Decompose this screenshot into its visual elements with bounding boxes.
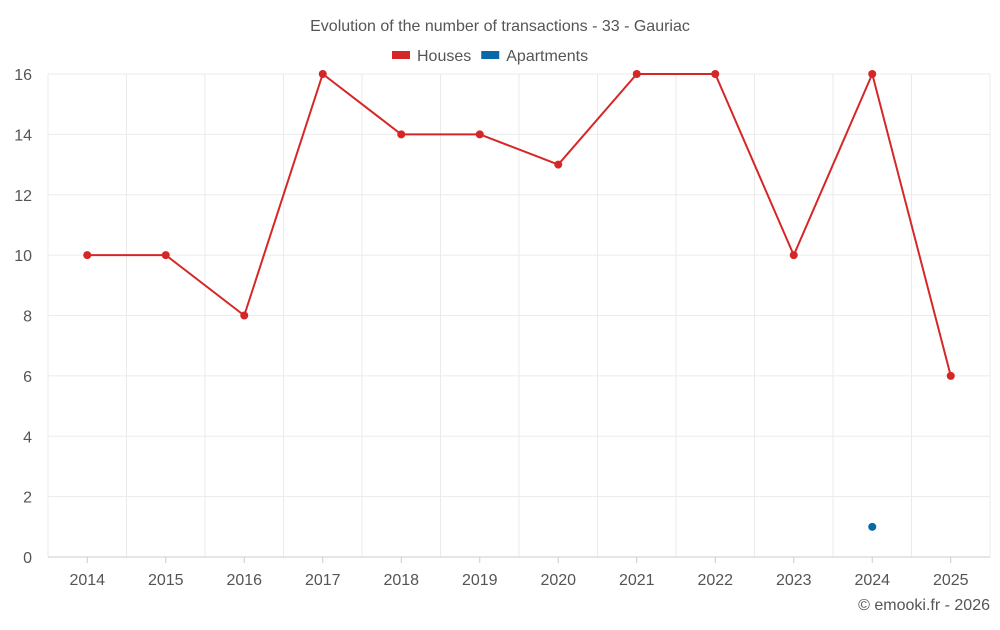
- data-point-houses: [397, 130, 406, 139]
- x-tick-label: 2025: [933, 572, 969, 589]
- data-point-houses: [789, 251, 798, 260]
- x-tick-label: 2020: [540, 572, 576, 589]
- y-tick-label: 16: [14, 67, 32, 84]
- data-point-houses: [83, 251, 92, 260]
- legend-label-apartments: Apartments: [506, 48, 588, 65]
- data-point-houses: [475, 130, 484, 139]
- x-tick-label: 2015: [148, 572, 184, 589]
- data-point-houses: [161, 251, 170, 260]
- y-tick-label: 2: [23, 490, 32, 507]
- y-tick-label: 14: [14, 127, 32, 144]
- y-tick-label: 4: [23, 429, 32, 446]
- x-tick-label: 2018: [383, 572, 419, 589]
- series-line-houses: [87, 70, 952, 377]
- x-tick-label: 2016: [226, 572, 262, 589]
- x-tick-label: 2024: [854, 572, 890, 589]
- x-tick-label: 2014: [69, 572, 105, 589]
- data-point-apartments: [868, 522, 877, 531]
- x-tick-label: 2021: [619, 572, 655, 589]
- x-tick-label: 2023: [776, 572, 812, 589]
- data-point-houses: [632, 70, 641, 78]
- legend: Houses Apartments: [392, 48, 588, 65]
- x-tick-label: 2019: [462, 572, 498, 589]
- chart-title: Evolution of the number of transactions …: [310, 18, 690, 35]
- y-tick-label: 10: [14, 248, 32, 265]
- legend-label-houses: Houses: [417, 48, 471, 65]
- data-point-houses: [318, 70, 327, 78]
- x-tick-label: 2022: [697, 572, 733, 589]
- y-tick-label: 8: [23, 309, 32, 326]
- credit-text: © emooki.fr - 2026: [858, 597, 990, 614]
- data-point-houses: [240, 311, 249, 320]
- data-point-houses: [868, 70, 877, 78]
- legend-swatch-apartments: [481, 51, 500, 59]
- y-tick-label: 12: [14, 188, 32, 205]
- data-point-houses: [711, 70, 720, 78]
- x-tick-label: 2017: [305, 572, 341, 589]
- data-point-houses: [946, 371, 955, 380]
- y-tick-label: 6: [23, 369, 32, 386]
- data-point-houses: [554, 160, 563, 169]
- y-tick-label: 0: [23, 550, 32, 567]
- legend-swatch-houses: [392, 51, 410, 59]
